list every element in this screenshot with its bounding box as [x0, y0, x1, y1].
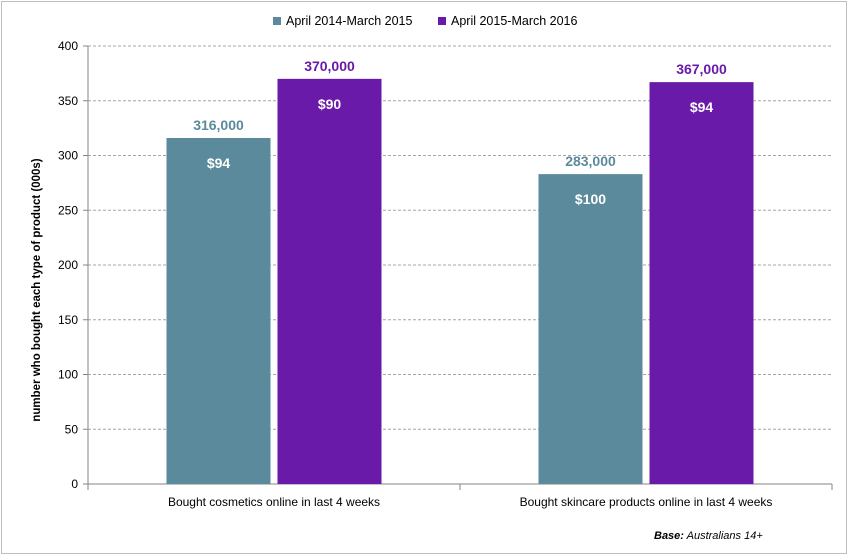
bar-inner-label: $94 [207, 155, 231, 171]
y-tick-label: 150 [58, 313, 78, 327]
footnote-bold: Base: [654, 530, 684, 542]
data-label: 316,000 [193, 117, 244, 133]
category-labels: Bought cosmetics online in last 4 weeks B… [168, 495, 772, 509]
y-tick-label: 50 [65, 422, 79, 436]
y-tick-labels: 0 50 100 150 200 250 300 350 400 [58, 39, 78, 491]
x-tick-label: Bought cosmetics online in last 4 weeks [168, 495, 380, 509]
data-label: 367,000 [676, 61, 727, 77]
bars [166, 78, 754, 485]
y-tick-label: 250 [58, 203, 78, 217]
y-tick-label: 200 [58, 258, 78, 272]
x-tick-label: Bought skincare products online in last … [520, 495, 773, 509]
legend-swatch [273, 17, 281, 25]
bar-inner-label: $94 [690, 99, 714, 115]
footnote-text: Australians 14+ [684, 530, 763, 542]
y-tick-label: 300 [58, 149, 78, 163]
data-label: 370,000 [304, 58, 355, 74]
footnote: Base: Australians 14+ [654, 530, 763, 542]
legend-label: April 2014-March 2015 [286, 14, 413, 28]
data-label: 283,000 [565, 153, 616, 169]
bar [649, 82, 754, 484]
y-tick-label: 100 [58, 368, 78, 382]
bar-inner-label: $100 [575, 191, 606, 207]
y-tick-label: 0 [71, 477, 78, 491]
legend-swatch [438, 17, 446, 25]
bar-inner-label: $90 [318, 96, 342, 112]
bar [277, 78, 382, 484]
legend: April 2014-March 2015 April 2015-March 20… [273, 14, 578, 28]
y-tick-label: 400 [58, 39, 78, 53]
bar [166, 137, 271, 485]
y-tick-label: 350 [58, 94, 78, 108]
legend-label: April 2015-March 2016 [451, 14, 578, 28]
data-labels: 316,000 $94 370,000 $90 283,000 $100 367,000 $9… [193, 58, 727, 207]
y-axis-label: number who bought each type of product (… [31, 158, 43, 421]
bar [538, 174, 643, 485]
